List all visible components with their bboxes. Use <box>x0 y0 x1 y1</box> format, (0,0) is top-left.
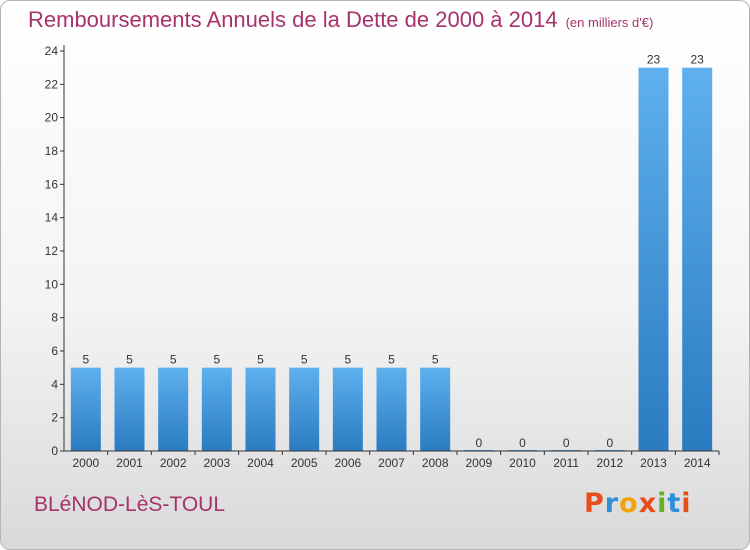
y-tick-label: 4 <box>51 377 58 391</box>
logo-letter: t <box>667 488 682 519</box>
bar-2000 <box>70 367 101 451</box>
commune-name: BLéNOD-LèS-TOUL <box>34 493 226 516</box>
logo-letter: P <box>584 488 605 519</box>
bar-value-label: 5 <box>82 353 89 367</box>
x-tick-label: 2008 <box>422 456 449 470</box>
x-tick-label: 2011 <box>553 456 579 470</box>
x-tick-label: 2010 <box>509 456 536 470</box>
bar-value-label: 0 <box>563 436 570 450</box>
y-tick-label: 8 <box>51 311 58 325</box>
x-tick-label: 2005 <box>291 456 318 470</box>
bar-value-label: 5 <box>257 353 264 367</box>
x-tick-label: 2007 <box>378 456 405 470</box>
bar-2004 <box>245 367 276 451</box>
chart-title-text: Remboursements Annuels de la Dette de 20… <box>28 7 558 32</box>
bar-2013 <box>638 67 669 452</box>
x-tick-label: 2014 <box>684 456 711 470</box>
x-tick-label: 2004 <box>247 456 274 470</box>
x-tick-label: 2006 <box>334 456 361 470</box>
bar-value-label: 23 <box>690 53 704 67</box>
y-tick-label: 20 <box>45 111 59 125</box>
bar-value-label: 5 <box>301 353 308 367</box>
y-tick-label: 18 <box>45 144 59 158</box>
bar-value-label: 5 <box>388 353 395 367</box>
y-tick-label: 10 <box>45 277 59 291</box>
bar-value-label: 0 <box>519 436 526 450</box>
x-tick-label: 2003 <box>203 456 230 470</box>
bar-2006 <box>332 367 363 451</box>
y-tick-label: 6 <box>51 344 58 358</box>
x-tick-label: 2000 <box>72 456 99 470</box>
bar-value-label: 5 <box>170 353 177 367</box>
x-tick-label: 2009 <box>465 456 492 470</box>
bar-2001 <box>114 367 145 451</box>
x-tick-label: 2002 <box>160 456 187 470</box>
bar-value-label: 0 <box>606 436 613 450</box>
bar-value-label: 5 <box>126 353 133 367</box>
x-tick-label: 2001 <box>116 456 143 470</box>
proxiti-logo: Proxiti <box>584 488 692 519</box>
chart-unit-note: (en milliers d'€) <box>565 15 654 30</box>
bar-value-label: 23 <box>647 53 661 67</box>
y-tick-label: 14 <box>45 211 59 225</box>
logo-letter: r <box>604 488 620 519</box>
y-tick-label: 0 <box>51 444 58 458</box>
bar-2014 <box>682 67 713 452</box>
y-tick-label: 12 <box>45 244 59 258</box>
x-tick-label: 2012 <box>596 456 623 470</box>
bar-value-label: 5 <box>432 353 439 367</box>
logo-letter: i <box>657 488 668 519</box>
y-tick-label: 24 <box>45 44 59 58</box>
logo-letter: i <box>681 488 692 519</box>
y-tick-label: 16 <box>45 177 59 191</box>
chart-title: Remboursements Annuels de la Dette de 20… <box>28 7 653 33</box>
logo-letter: x <box>638 488 658 519</box>
bar-value-label: 0 <box>475 436 482 450</box>
bar-2007 <box>376 367 407 451</box>
bar-value-label: 5 <box>344 353 351 367</box>
bar-2005 <box>289 367 320 451</box>
x-tick-label: 2013 <box>640 456 667 470</box>
bar-2008 <box>420 367 451 451</box>
y-tick-label: 22 <box>45 77 59 91</box>
y-tick-label: 2 <box>51 411 58 425</box>
bar-2003 <box>201 367 232 451</box>
bar-value-label: 5 <box>213 353 220 367</box>
logo-letter: o <box>619 488 639 519</box>
bar-2002 <box>158 367 189 451</box>
